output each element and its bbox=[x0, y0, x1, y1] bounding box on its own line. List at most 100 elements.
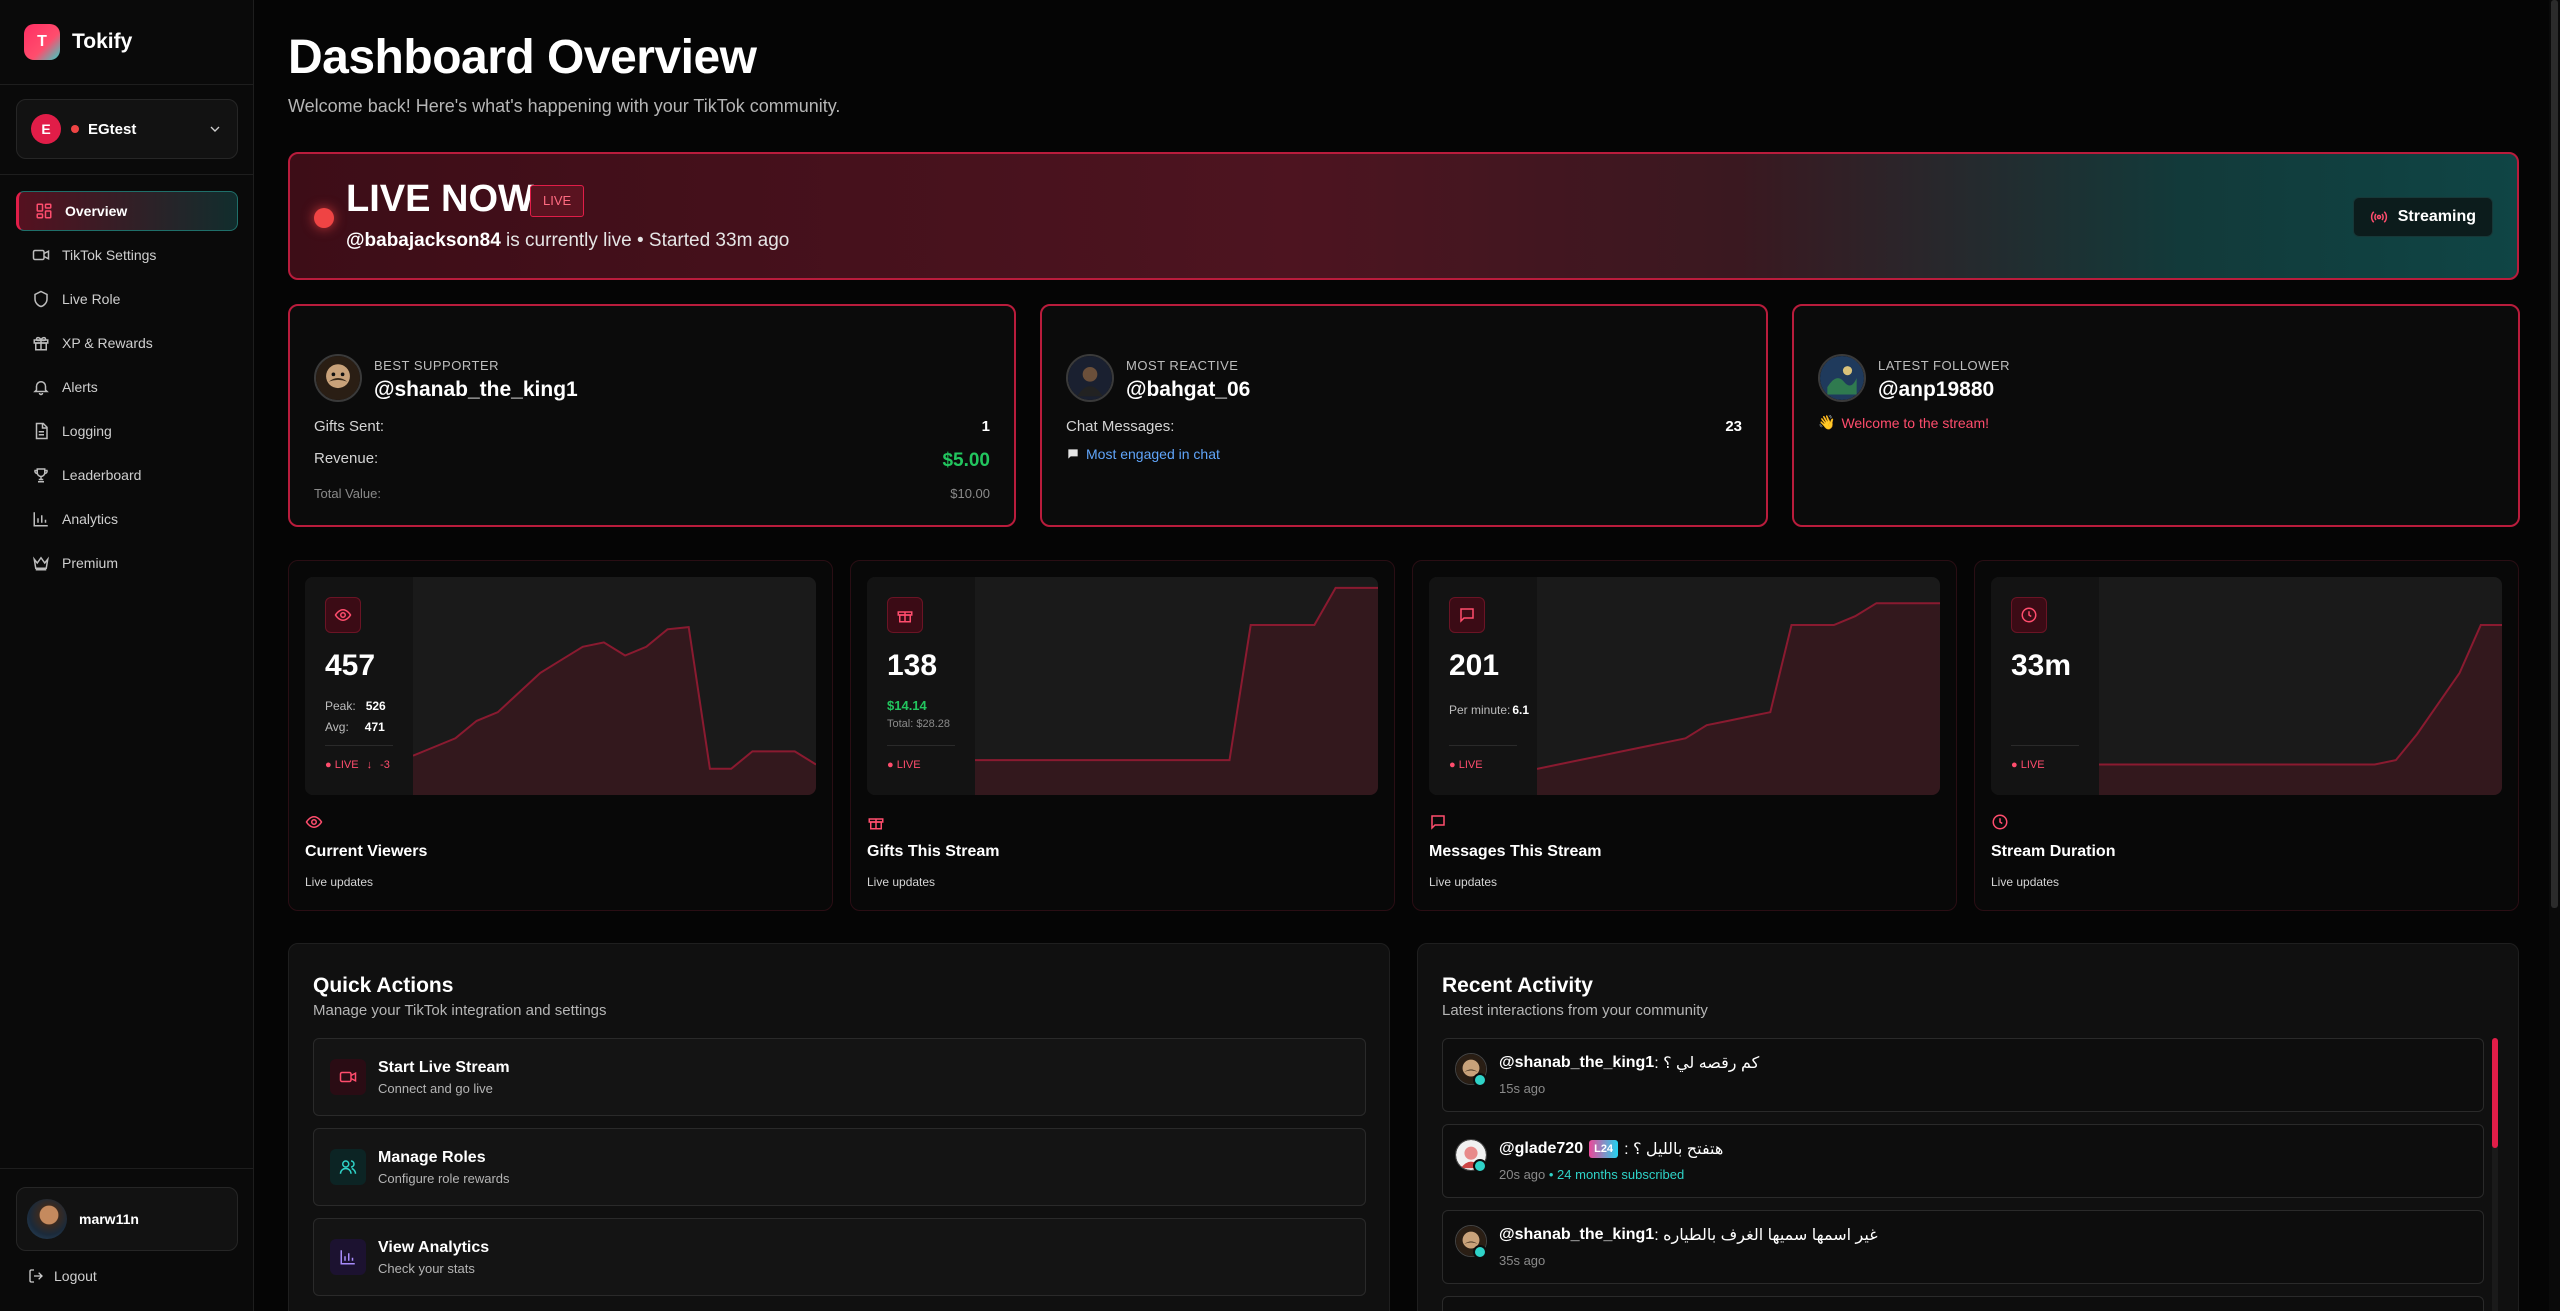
sparkline-area bbox=[2099, 625, 2502, 795]
recent-activity-panel: Recent Activity Latest interactions from… bbox=[1417, 943, 2519, 1311]
supporter-name[interactable]: @bahgat_06 bbox=[1126, 378, 1251, 401]
best-supporter-card: BEST SUPPORTER @shanab_the_king1 Gifts S… bbox=[288, 304, 1016, 527]
sidebar-item-xp-rewards[interactable]: XP & Rewards bbox=[16, 323, 238, 363]
activity-scrollbar[interactable] bbox=[2492, 1038, 2498, 1311]
row-label: Revenue: bbox=[314, 450, 379, 467]
peak-row: Peak: 526 bbox=[325, 699, 386, 713]
divider bbox=[0, 84, 254, 85]
live-label: ● LIVE bbox=[1449, 759, 1483, 771]
activity-scrollbar-thumb[interactable] bbox=[2492, 1038, 2498, 1148]
action-title: Manage Roles bbox=[378, 1149, 486, 1166]
list-item[interactable]: @shanab_the_king1: غير اسمها سميها الغرف… bbox=[1442, 1210, 2484, 1284]
panel-subtitle: Manage your TikTok integration and setti… bbox=[313, 1002, 607, 1019]
list-item[interactable]: @shanab_the_king1: كم رقصه لي ؟ 15s ago bbox=[1442, 1038, 2484, 1112]
sidebar-item-premium[interactable]: Premium bbox=[16, 543, 238, 583]
activity-line: @shanab_the_king1: كم رقصه لي ؟ bbox=[1499, 1053, 1759, 1073]
live-status: @babajackson84 is currently live • Start… bbox=[346, 230, 789, 252]
page-title: Dashboard Overview bbox=[288, 31, 757, 84]
activity-user[interactable]: @shanab_the_king1 bbox=[1499, 1054, 1655, 1071]
messages-card: 201 Per minute: 6.1 ● LIVE Messages This … bbox=[1412, 560, 1957, 911]
latest-follower-card: LATEST FOLLOWER @anp19880 👋 Welcome to t… bbox=[1792, 304, 2520, 527]
row-value: 23 bbox=[1725, 418, 1742, 435]
logout-button[interactable]: Logout bbox=[28, 1268, 97, 1284]
stat-value: 138 bbox=[887, 649, 938, 682]
panel-subtitle: Latest interactions from your community bbox=[1442, 1002, 1708, 1019]
clock-icon bbox=[2011, 597, 2047, 633]
sparkline-line bbox=[413, 626, 816, 770]
sidebar-item-live-role[interactable]: Live Role bbox=[16, 279, 238, 319]
manage-roles-button[interactable]: Manage Roles Configure role rewards bbox=[313, 1128, 1366, 1206]
stat-summary: 33m ● LIVE bbox=[1991, 577, 2099, 795]
engagement-note: Most engaged in chat bbox=[1066, 446, 1220, 462]
sparkline-line bbox=[1537, 602, 1940, 770]
page-subtitle: Welcome back! Here's what's happening wi… bbox=[288, 96, 841, 116]
verified-icon bbox=[1473, 1073, 1487, 1087]
sidebar-item-tiktok-settings[interactable]: TikTok Settings bbox=[16, 235, 238, 275]
list-item[interactable]: @glade720 L24 : هتفتح بالليل ؟ 20s ago •… bbox=[1442, 1124, 2484, 1198]
supporter-name[interactable]: @shanab_the_king1 bbox=[374, 378, 578, 401]
duration-sparkline bbox=[2099, 624, 2502, 795]
crown-icon bbox=[33, 556, 49, 571]
note-text: Welcome to the stream! bbox=[1841, 414, 1990, 431]
activity-time: 20s ago • 24 months subscribed bbox=[1499, 1167, 1684, 1182]
live-indicator: ● LIVE bbox=[2011, 759, 2045, 771]
avatar bbox=[1818, 354, 1866, 402]
grid-icon bbox=[36, 203, 52, 219]
bell-icon bbox=[33, 381, 49, 396]
sidebar-item-overview[interactable]: Overview bbox=[16, 191, 238, 231]
action-subtitle: Connect and go live bbox=[378, 1081, 493, 1096]
meta-label: Per minute: bbox=[1449, 703, 1511, 717]
meta-label: Avg: bbox=[325, 720, 349, 734]
stat-panel: 138 $14.14 Total: $28.28 ● LIVE bbox=[867, 577, 1378, 795]
live-username[interactable]: @babajackson84 bbox=[346, 230, 501, 251]
account-selector[interactable]: E EGtest bbox=[16, 99, 238, 159]
divider bbox=[325, 745, 393, 746]
user-name: marw11n bbox=[79, 1211, 139, 1227]
page-scrollbar-thumb[interactable] bbox=[2551, 0, 2558, 908]
sidebar-item-leaderboard[interactable]: Leaderboard bbox=[16, 455, 238, 495]
card-label: MOST REACTIVE bbox=[1126, 358, 1239, 373]
gifts-sparkline bbox=[975, 586, 1378, 795]
user-card[interactable]: marw11n bbox=[16, 1187, 238, 1251]
chevron-down-icon bbox=[210, 126, 220, 132]
stat-summary: 457 Peak: 526 Avg: 471 ● LIVE ↓ -3 bbox=[305, 577, 413, 795]
file-icon bbox=[35, 422, 48, 440]
action-subtitle: Configure role rewards bbox=[378, 1171, 510, 1186]
activity-user[interactable]: @shanab_the_king1 bbox=[1499, 1226, 1655, 1243]
status-dot bbox=[71, 125, 79, 133]
chat-icon bbox=[1068, 449, 1078, 459]
sparkline-area bbox=[1537, 603, 1940, 795]
sidebar-item-alerts[interactable]: Alerts bbox=[16, 367, 238, 407]
stat-panel: 201 Per minute: 6.1 ● LIVE bbox=[1429, 577, 1940, 795]
live-label: ● LIVE bbox=[2011, 759, 2045, 771]
supporter-name[interactable]: @anp19880 bbox=[1878, 378, 1995, 401]
sidebar-nav: Overview TikTok Settings Live Role XP & … bbox=[16, 191, 238, 587]
list-item[interactable] bbox=[1442, 1296, 2484, 1311]
eye-icon bbox=[305, 815, 323, 829]
action-subtitle: Check your stats bbox=[378, 1261, 475, 1276]
page-scrollbar[interactable] bbox=[2549, 0, 2560, 1311]
start-live-stream-button[interactable]: Start Live Stream Connect and go live bbox=[313, 1038, 1366, 1116]
message-icon bbox=[1449, 597, 1485, 633]
sidebar-item-analytics[interactable]: Analytics bbox=[16, 499, 238, 539]
logout-label: Logout bbox=[54, 1268, 97, 1284]
most-reactive-card: MOST REACTIVE @bahgat_06 Chat Messages: 2… bbox=[1040, 304, 1768, 527]
stat-subtitle: Live updates bbox=[1991, 875, 2060, 889]
rate-row: Per minute: 6.1 bbox=[1449, 703, 1529, 717]
sidebar-item-logging[interactable]: Logging bbox=[16, 411, 238, 451]
row-label: Gifts Sent: bbox=[314, 418, 385, 435]
stat-title: Gifts This Stream bbox=[867, 843, 1000, 860]
activity-user[interactable]: @glade720 bbox=[1499, 1140, 1584, 1157]
brand[interactable]: T Tokify bbox=[24, 24, 132, 60]
clock-icon bbox=[1992, 814, 2008, 830]
view-analytics-button[interactable]: View Analytics Check your stats bbox=[313, 1218, 1366, 1296]
stat-value: 201 bbox=[1449, 649, 1500, 682]
avg-row: Avg: 471 bbox=[325, 720, 385, 734]
sidebar-item-label: Analytics bbox=[62, 511, 119, 527]
level-badge: L24 bbox=[1589, 1140, 1619, 1158]
divider bbox=[0, 1168, 254, 1169]
stat-title: Messages This Stream bbox=[1429, 843, 1602, 860]
streaming-button[interactable]: Streaming bbox=[2352, 197, 2493, 237]
sparkline-line bbox=[975, 586, 1378, 762]
activity-message: : هتفتح بالليل ؟ bbox=[1624, 1141, 1724, 1158]
